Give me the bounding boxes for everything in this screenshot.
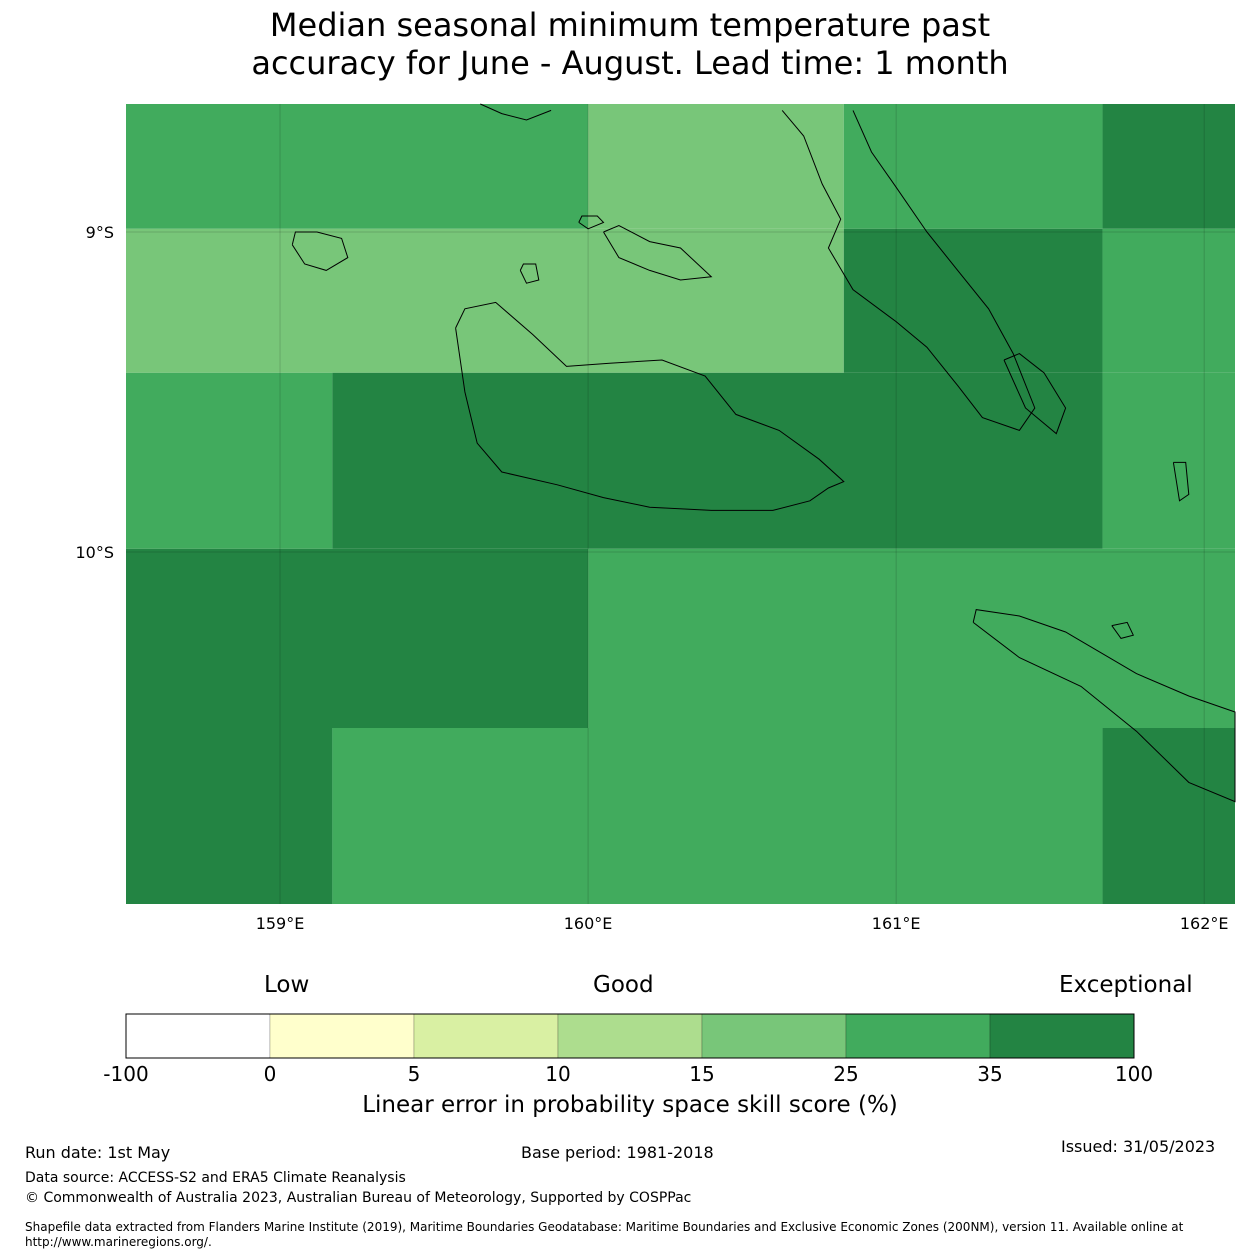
colorbar-segment-1 [269,1013,415,1059]
lon-tick-label: 161°E [872,914,921,933]
shapefile-credit-line-1: Shapefile data extracted from Flanders M… [25,1220,1184,1234]
lat-tick-label: 9°S [86,223,114,242]
coastline-6 [291,231,349,271]
skill-cell-5 [843,228,1103,373]
title-line-2: accuracy for June - August. Lead time: 1… [251,44,1009,82]
skill-cell-3 [1102,104,1235,229]
colorbar-segment-3 [557,1013,703,1059]
coastline-7 [519,263,540,284]
skill-cells [126,104,1235,904]
coastlines [291,103,1236,803]
colorbar-tick-label: 35 [977,1062,1003,1086]
run-date: Run date: 1st May [25,1143,171,1162]
colorbar-tick-label: -100 [103,1062,149,1086]
shapefile-credit-line-2: http://www.marineregions.org/. [25,1235,212,1249]
skill-cell-7 [126,372,333,549]
legend-good-label: Good [593,972,654,998]
coastline-2 [1003,353,1067,435]
coastline-1 [781,110,1036,431]
skill-cell-10 [126,548,589,728]
coastline-10 [1111,621,1135,639]
coastline-3 [972,609,1236,803]
colorbar-segment-4 [701,1013,847,1059]
skill-cell-13 [332,728,1103,904]
colorbar-tick-label: 0 [263,1062,277,1086]
skill-cell-8 [332,372,1103,549]
colorbar [125,1013,1135,1059]
legend-exceptional-label: Exceptional [1059,972,1193,998]
legend-low-label: Low [264,972,310,998]
skill-cell-12 [126,728,333,904]
colorbar-segment-2 [413,1013,559,1059]
coastline-5 [603,225,713,281]
colorbar-label: Linear error in probability space skill … [362,1092,898,1118]
skill-cell-9 [1102,372,1235,549]
colorbar-tick-label: 10 [545,1062,571,1086]
lat-tick-label: 10°S [75,543,114,562]
colorbar-tick-label: 5 [407,1062,421,1086]
copyright: © Commonwealth of Australia 2023, Austra… [25,1190,692,1206]
colorbar-segment-0 [125,1013,271,1059]
chart-title: Median seasonal minimum temperature past… [0,6,1260,82]
lon-tick-label: 160°E [564,914,613,933]
colorbar-segment-6 [989,1013,1135,1059]
base-period: Base period: 1981-2018 [521,1143,714,1162]
skill-cell-4 [126,228,844,373]
colorbar-tick-label: 15 [689,1062,715,1086]
coastline-4 [1172,461,1190,502]
data-source: Data source: ACCESS-S2 and ERA5 Climate … [25,1170,406,1186]
axis-ticks: 159°E 160°E 161°E 162°E 9°S 10°S [75,223,1228,933]
lon-tick-label: 162°E [1180,914,1229,933]
skill-cell-0 [126,104,589,229]
coastline-0 [455,301,845,511]
colorbar-frame [125,1013,1135,1059]
colorbar-segment-5 [845,1013,991,1059]
skill-cell-2 [843,104,1103,229]
colorbar-tick-label: 100 [1114,1062,1154,1086]
skill-cell-11 [588,548,1235,728]
lon-tick-label: 159°E [256,914,305,933]
skill-cell-14 [1102,728,1235,904]
colorbar-tick-label: 25 [833,1062,859,1086]
coastline-8 [578,215,605,230]
skill-cell-1 [588,104,844,229]
skill-cell-6 [1102,228,1235,373]
title-line-1: Median seasonal minimum temperature past [269,6,991,44]
issued-date: Issued: 31/05/2023 [1061,1137,1216,1156]
coastline-9 [480,103,552,121]
